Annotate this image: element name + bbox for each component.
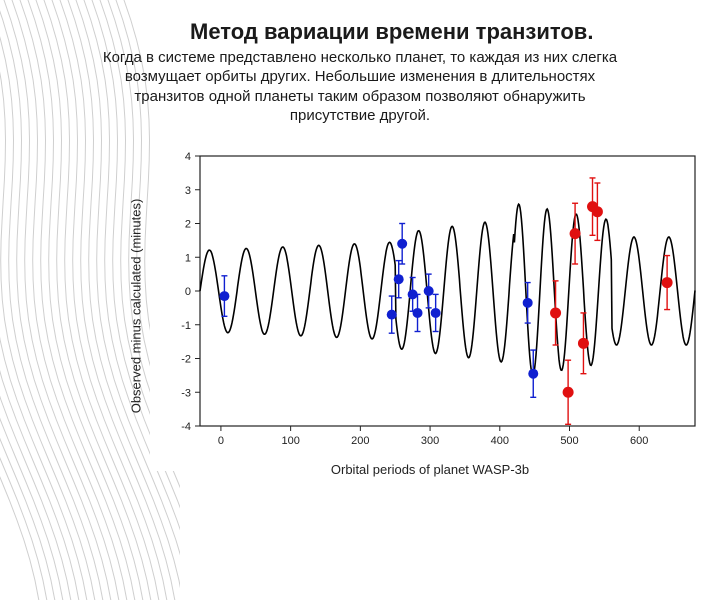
svg-text:0: 0	[185, 286, 191, 298]
svg-text:-3: -3	[181, 387, 191, 399]
svg-text:-2: -2	[181, 353, 191, 365]
svg-text:500: 500	[560, 435, 578, 447]
svg-text:4: 4	[185, 151, 191, 163]
svg-text:400: 400	[491, 435, 509, 447]
svg-text:2: 2	[185, 218, 191, 230]
y-axis-label: Observed minus calculated (minutes)	[129, 198, 144, 413]
slide-title: Метод вариации времени транзитов.	[190, 18, 680, 46]
svg-text:600: 600	[630, 435, 648, 447]
slide-content: Метод вариации времени транзитов. Когда …	[0, 0, 720, 471]
svg-text:200: 200	[351, 435, 369, 447]
svg-text:0: 0	[218, 435, 224, 447]
svg-text:1: 1	[185, 252, 191, 264]
svg-text:300: 300	[421, 435, 439, 447]
x-axis-label: Orbital periods of planet WASP-3b	[331, 462, 529, 477]
ttv-chart: Observed minus calculated (minutes) 0100…	[150, 141, 710, 471]
svg-text:-4: -4	[181, 421, 191, 433]
slide-description: Когда в системе представлено несколько п…	[40, 48, 680, 126]
svg-text:-1: -1	[181, 319, 191, 331]
svg-text:3: 3	[185, 184, 191, 196]
svg-text:100: 100	[281, 435, 299, 447]
